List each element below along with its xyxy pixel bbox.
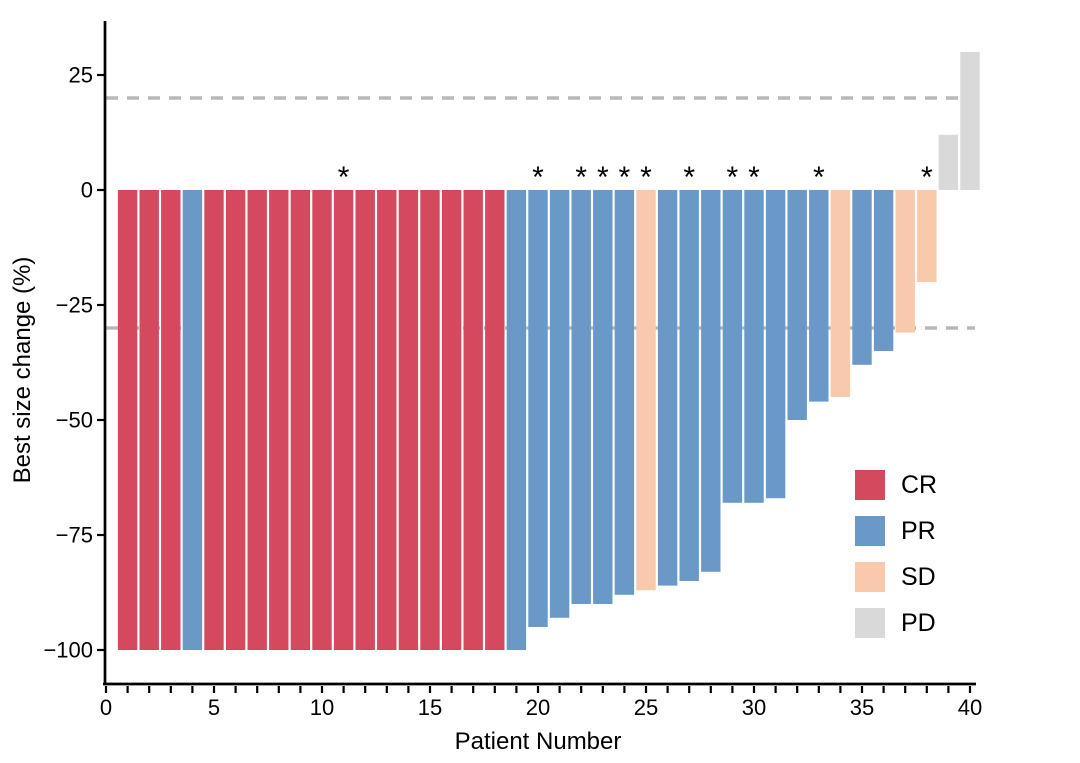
bar bbox=[787, 190, 807, 420]
bar bbox=[679, 190, 699, 581]
bar bbox=[420, 190, 440, 650]
bar bbox=[182, 190, 203, 650]
y-tick-label: −100 bbox=[43, 638, 93, 663]
asterisk-annotation: * bbox=[640, 161, 652, 194]
y-tick-label: −75 bbox=[56, 523, 93, 548]
bar bbox=[333, 190, 354, 650]
bar bbox=[571, 190, 591, 604]
y-tick-label: −50 bbox=[56, 408, 93, 433]
bar bbox=[809, 190, 829, 402]
bar bbox=[225, 190, 246, 650]
x-tick-label: 0 bbox=[100, 695, 112, 720]
bar bbox=[765, 190, 786, 499]
bar bbox=[852, 190, 872, 365]
x-tick-label: 25 bbox=[634, 695, 658, 720]
bars-group bbox=[117, 52, 980, 650]
bar bbox=[744, 190, 764, 503]
bar bbox=[657, 190, 678, 586]
bar bbox=[161, 190, 181, 650]
bar bbox=[614, 190, 635, 595]
bar bbox=[117, 190, 138, 650]
bar bbox=[290, 190, 311, 650]
x-tick-label: 15 bbox=[418, 695, 442, 720]
bar bbox=[938, 134, 959, 190]
reference-lines-group bbox=[106, 96, 975, 330]
asterisk-annotation: * bbox=[532, 161, 544, 194]
asterisk-annotation: * bbox=[338, 161, 350, 194]
x-tick-label: 10 bbox=[310, 695, 334, 720]
x-axis-title: Patient Number bbox=[455, 728, 622, 755]
y-tick-label: 25 bbox=[69, 63, 93, 88]
legend-swatch bbox=[855, 516, 885, 546]
legend-group: CR PR SD PD bbox=[855, 470, 937, 638]
legend-label: PR bbox=[901, 517, 936, 545]
legend-swatch bbox=[855, 562, 885, 592]
asterisk-annotation: * bbox=[683, 161, 695, 194]
legend-swatch bbox=[855, 470, 885, 500]
x-tick-label: 40 bbox=[958, 695, 982, 720]
x-tick-label: 20 bbox=[526, 695, 550, 720]
asterisk-annotation: * bbox=[921, 161, 933, 194]
bar bbox=[722, 190, 743, 503]
asterisk-annotation: * bbox=[727, 161, 739, 194]
bar bbox=[830, 190, 851, 397]
x-tick-label: 35 bbox=[850, 695, 874, 720]
bar bbox=[377, 190, 397, 650]
bar bbox=[441, 190, 462, 650]
bar bbox=[960, 52, 980, 190]
asterisk-annotation: * bbox=[619, 161, 631, 194]
axes-group: 25 0 −25 −50 −75 −100 0 5 10 15 20 25 30 35 40 bbox=[43, 21, 982, 720]
y-tick-label: 0 bbox=[81, 178, 93, 203]
asterisk-annotation: * bbox=[813, 161, 825, 194]
bar bbox=[139, 190, 159, 650]
bar bbox=[917, 190, 937, 282]
bar bbox=[593, 190, 613, 604]
bar bbox=[355, 190, 375, 650]
legend-label: CR bbox=[901, 471, 937, 499]
y-axis-title: Best size change (%) bbox=[9, 257, 36, 484]
legend-swatch bbox=[855, 608, 885, 638]
bar bbox=[895, 190, 915, 333]
asterisks-group: * * * * * * * * * * * bbox=[338, 161, 933, 194]
bar bbox=[506, 190, 527, 650]
bar bbox=[636, 190, 656, 591]
bar bbox=[247, 190, 267, 650]
asterisk-annotation: * bbox=[597, 161, 609, 194]
x-tick-label: 30 bbox=[742, 695, 766, 720]
y-tick-label: −25 bbox=[56, 293, 93, 318]
x-tick-label: 5 bbox=[208, 695, 220, 720]
bar bbox=[701, 190, 721, 572]
bar bbox=[269, 190, 289, 650]
asterisk-annotation: * bbox=[575, 161, 587, 194]
bar bbox=[873, 190, 894, 351]
legend-label: PD bbox=[901, 609, 936, 637]
bar bbox=[549, 190, 570, 618]
bar bbox=[312, 190, 332, 650]
bar bbox=[528, 190, 548, 627]
legend-label: SD bbox=[901, 563, 936, 591]
bar bbox=[398, 190, 419, 650]
bar bbox=[463, 190, 483, 650]
asterisk-annotation: * bbox=[748, 161, 760, 194]
bar bbox=[204, 190, 224, 650]
bar bbox=[485, 190, 505, 650]
